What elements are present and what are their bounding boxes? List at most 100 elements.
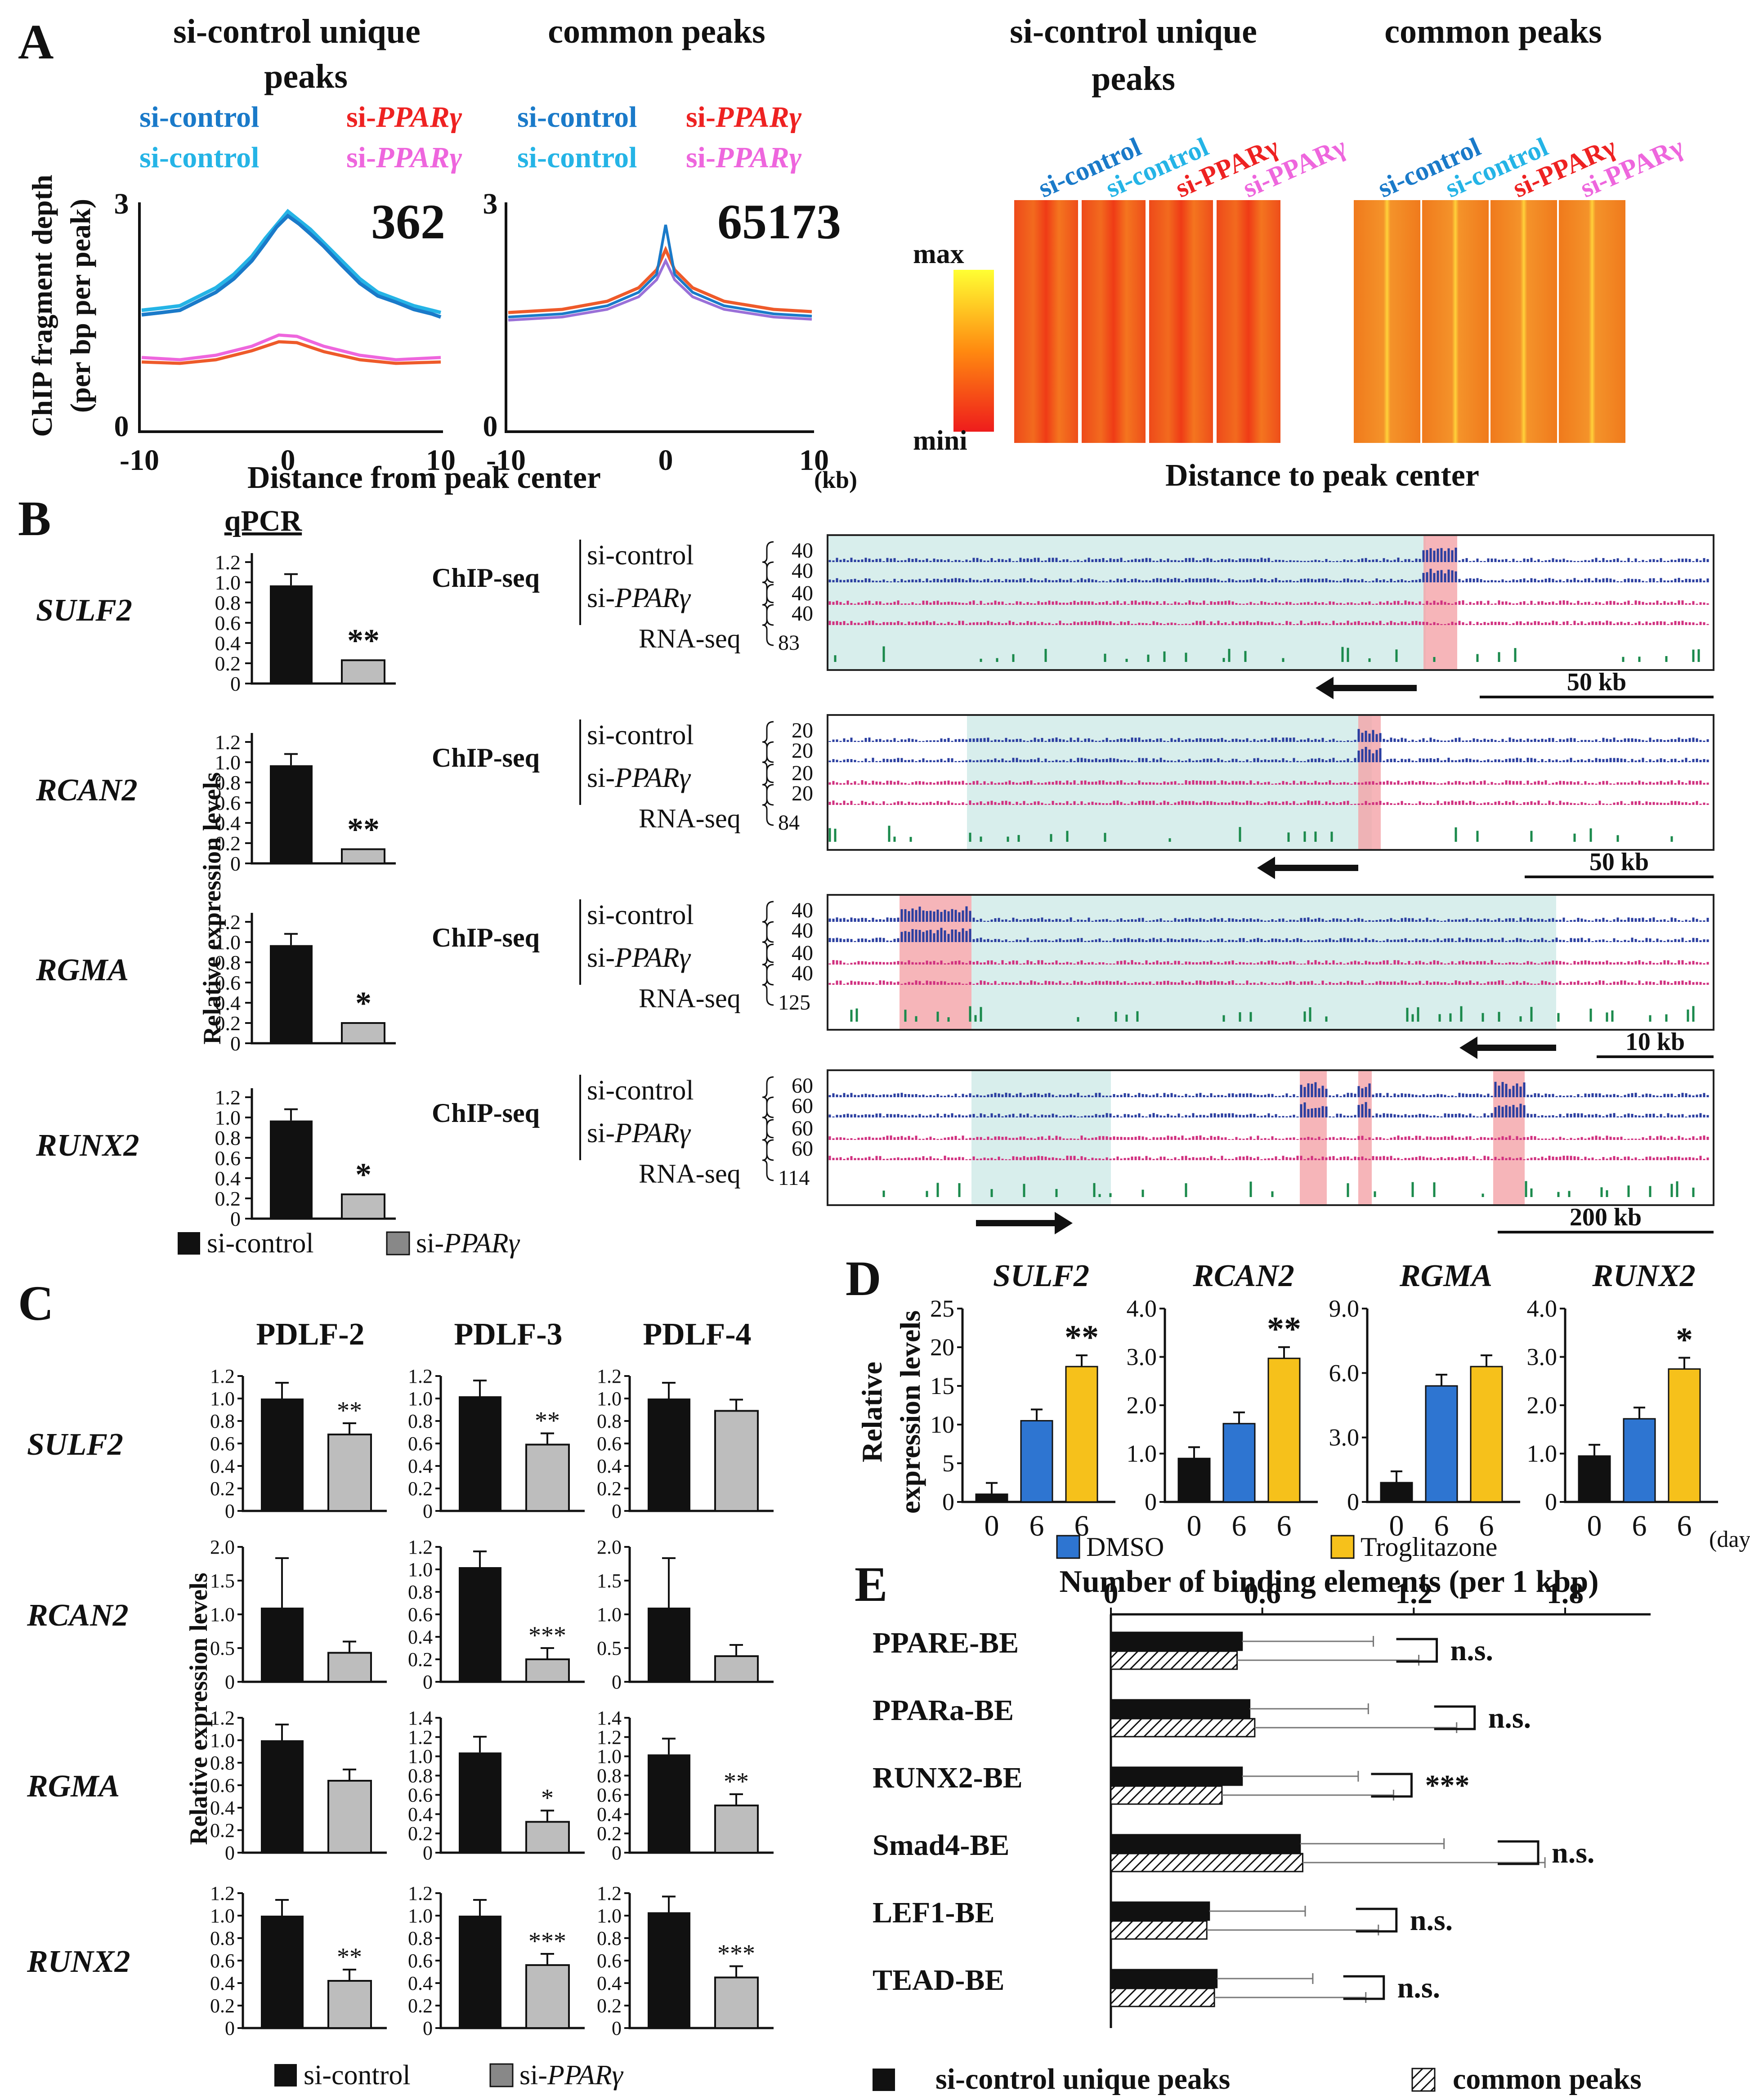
ytick-label: 0.2 — [210, 1478, 235, 1500]
ytick-label: 0.2 — [215, 1187, 241, 1210]
ytick-label: 0.8 — [215, 951, 241, 974]
xtick-label: 6 — [1232, 1510, 1247, 1542]
ytick-label: 0.5 — [597, 1637, 622, 1659]
arrow-head — [1055, 1212, 1073, 1234]
ytick-3: 3 — [114, 188, 129, 220]
bar — [1110, 1650, 1238, 1670]
chip-signal-track — [828, 1156, 1709, 1160]
legend-unique-peaks: si-control unique peaks — [935, 2063, 1230, 2096]
bar-si-ppar — [327, 1780, 372, 1854]
heatmap-common — [1354, 200, 1625, 443]
ytick-label: 0 — [230, 1207, 241, 1230]
bar — [1065, 1366, 1098, 1503]
ytick-0-common: 0 — [483, 410, 498, 443]
ytick-label: 0.8 — [210, 1752, 235, 1774]
ytick-label: 0 — [1545, 1488, 1557, 1515]
significance-bracket — [1343, 1975, 1385, 2000]
bar-si-control — [648, 1754, 690, 1853]
ytick-label: 0.8 — [597, 1765, 622, 1787]
chart-title: RGMA — [1399, 1259, 1492, 1293]
heatmap-scale-min: mini — [913, 425, 967, 456]
significance-bracket — [1434, 1705, 1476, 1730]
legend-si-control-1: si-control — [139, 101, 259, 134]
profile-title-common: common peaks — [548, 13, 765, 50]
ytick-label: 0.2 — [215, 1012, 241, 1035]
significance-label: ** — [724, 1768, 749, 1796]
bar-si-ppar — [714, 1410, 759, 1512]
significance-bracket — [1498, 1840, 1540, 1865]
ytick-label: 1.2 — [215, 551, 241, 574]
ytick-label: 1.0 — [408, 1559, 433, 1581]
ytick-label: 9.0 — [1329, 1295, 1360, 1322]
ytick-label: 0.6 — [408, 1784, 433, 1806]
chip-signal-track — [828, 960, 1709, 965]
arrow-head — [1316, 677, 1334, 699]
chip-scale: 60 — [792, 1094, 813, 1118]
bar-si-control — [261, 1916, 304, 2028]
chip-scale: 60 — [792, 1074, 813, 1098]
panel-letter-b: B — [18, 491, 51, 546]
track-si-ppar: si-PPARγ — [587, 1118, 691, 1148]
ytick-label: 0.4 — [215, 1167, 241, 1190]
chip-signal-track — [828, 729, 1709, 742]
gene-label: RUNX2 — [27, 1944, 130, 1979]
ytick-label: 1.0 — [215, 571, 241, 594]
panel-d-ylabel-1: Relative — [856, 1362, 888, 1462]
ytick-label: 0.2 — [215, 832, 241, 855]
significance-label: n.s. — [1410, 1904, 1453, 1937]
peak-count-unique: 362 — [371, 194, 445, 249]
xtick-neg10: -10 — [120, 444, 159, 477]
ytick-label: 0.6 — [215, 971, 241, 994]
significance-label: *** — [528, 1622, 566, 1649]
ytick-label: 1.5 — [210, 1570, 235, 1592]
ytick-label: 0.2 — [215, 652, 241, 675]
line-si-ppar-pink — [141, 333, 441, 362]
xtick-label: 0 — [1587, 1510, 1602, 1542]
peak-count-common: 65173 — [717, 194, 841, 249]
category-label: TEAD-BE — [873, 1964, 1004, 1997]
ytick-label: 0 — [423, 1842, 433, 1864]
panel-b-rows: SULF21.21.00.80.60.40.20**ChIP-seqsi-con… — [36, 534, 1714, 1234]
chip-signal-track — [828, 928, 1709, 942]
legend-si-ppar-pink: si-PPARγ — [346, 141, 462, 174]
significance-label: ** — [347, 812, 380, 848]
bar — [1222, 1423, 1256, 1503]
ytick-label: 4.0 — [1527, 1295, 1558, 1322]
chip-signal-track — [828, 980, 1709, 985]
line-common-control — [508, 224, 812, 318]
heatmap-col-labels-common: si-control si-control si-PPARγ si-PPARγ — [1373, 132, 1687, 203]
chip-scale: 40 — [792, 581, 813, 605]
xtick-0-common: 0 — [658, 444, 673, 477]
ytick-label: 1.2 — [210, 1365, 235, 1387]
ytick-label: 1.2 — [215, 911, 241, 934]
ytick-label: 0.6 — [597, 1950, 622, 1972]
heatmap-xlabel: Distance to peak center — [1165, 458, 1479, 493]
track-si-ppar: si-PPARγ — [587, 943, 691, 973]
profile-plot-common: 3 0 -10 0 10 65173 — [483, 188, 841, 477]
ytick-label: 2.0 — [1127, 1392, 1157, 1419]
ytick-label: 1.2 — [597, 1726, 622, 1748]
highlight-gene-body — [828, 535, 1426, 670]
ytick-label: 0 — [225, 1671, 235, 1693]
bar — [1110, 1785, 1223, 1805]
xtick-10: 10 — [426, 444, 456, 477]
bar-si-control — [648, 1399, 690, 1511]
significance-label: *** — [528, 1927, 566, 1955]
chip-signal-track — [828, 906, 1709, 922]
bar — [1110, 1631, 1243, 1651]
panel-b-legend: si-control si-PPARγ — [178, 1228, 520, 1259]
ytick-label: 1.0 — [210, 1729, 235, 1751]
ytick-label: 0.4 — [597, 1455, 622, 1477]
chip-signal-track — [828, 780, 1709, 785]
ytick-label: 0 — [225, 2017, 235, 2039]
category-label: PPARE-BE — [873, 1626, 1019, 1659]
bar-si-ppar — [714, 1976, 759, 2029]
ytick-label: 0.4 — [408, 1455, 433, 1477]
xtick-label: 6 — [1632, 1510, 1647, 1542]
ytick-3-common: 3 — [483, 188, 498, 220]
ytick-label: 0 — [612, 2017, 622, 2039]
line-si-control-dark — [141, 213, 442, 319]
ytick-label: 1.0 — [210, 1905, 235, 1927]
ytick-label: 1.2 — [408, 1536, 433, 1558]
